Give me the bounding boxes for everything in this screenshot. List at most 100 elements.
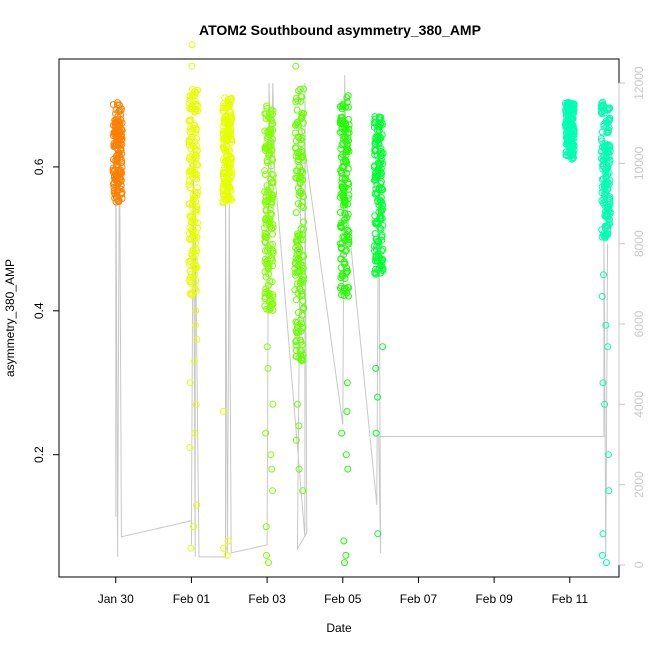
series-group-7 [561, 98, 578, 163]
data-point [371, 145, 379, 153]
data-point [291, 259, 299, 267]
data-point [185, 141, 193, 149]
data-point [295, 87, 303, 95]
data-point [379, 343, 387, 351]
data-point [341, 209, 349, 217]
data-point [188, 290, 196, 298]
data-point [192, 239, 200, 247]
data-point [187, 145, 195, 153]
data-point [337, 167, 345, 174]
data-point [602, 146, 610, 154]
data-point [263, 182, 271, 190]
data-point [190, 236, 198, 243]
data-point [342, 157, 350, 165]
data-point [341, 559, 348, 567]
data-point [226, 101, 234, 109]
data-point [602, 231, 610, 239]
data-point [227, 111, 235, 119]
data-point [337, 145, 345, 153]
data-point [338, 175, 346, 182]
data-point [337, 244, 345, 251]
data-point [298, 93, 305, 101]
data-point [191, 256, 199, 264]
data-point [372, 219, 380, 227]
data-point [115, 101, 123, 109]
data-point [299, 152, 307, 160]
series-group-1 [185, 41, 202, 552]
data-point [189, 143, 197, 151]
data-point [597, 155, 605, 163]
data-point [343, 379, 351, 387]
data-point [193, 501, 201, 509]
data-point [298, 311, 306, 319]
data-point [269, 224, 277, 232]
data-point [185, 200, 193, 208]
data-point [378, 233, 386, 241]
data-point [191, 91, 198, 99]
data-point [269, 230, 277, 238]
data-point [378, 198, 386, 206]
data-point [185, 177, 193, 185]
data-point [186, 379, 194, 387]
data-point [566, 142, 574, 150]
data-point [569, 150, 577, 158]
data-point [602, 143, 610, 150]
y-tick-label: 0.4 [32, 302, 46, 319]
data-point [266, 241, 274, 249]
data-point [345, 121, 353, 129]
data-point [264, 364, 272, 372]
x-axis: Jan 30 Feb 01 Feb 03 Feb 05 Feb 07 Feb 09 Feb … [98, 576, 588, 606]
data-point [186, 96, 194, 104]
data-point [598, 189, 606, 197]
data-point [227, 169, 235, 177]
data-point [191, 88, 199, 96]
data-point [189, 196, 197, 204]
y-axis: 0.2 0.4 0.6 [32, 158, 60, 463]
data-point [568, 116, 575, 124]
x-tick-label: Feb 05 [324, 592, 362, 606]
data-point [336, 103, 344, 110]
data-point [372, 119, 379, 127]
data-point [191, 281, 199, 289]
data-point [187, 270, 195, 278]
data-point [603, 210, 611, 218]
data-point [292, 167, 300, 175]
data-point [261, 188, 269, 196]
data-point [225, 126, 232, 134]
data-point [185, 100, 193, 107]
data-point [606, 147, 614, 155]
x-tick-label: Feb 09 [475, 592, 513, 606]
data-point [568, 99, 576, 107]
data-point [344, 145, 352, 153]
data-point [598, 233, 606, 241]
data-point [223, 112, 231, 120]
data-point [601, 155, 609, 163]
data-point [566, 106, 574, 114]
data-point [192, 400, 200, 408]
data-point [292, 137, 300, 145]
data-point [187, 544, 195, 552]
data-point [269, 262, 277, 270]
data-point [604, 179, 612, 187]
data-point [187, 236, 195, 244]
data-point [602, 190, 609, 198]
data-point [221, 117, 229, 125]
data-point [298, 113, 306, 121]
data-point [292, 237, 300, 245]
data-point [606, 116, 613, 124]
data-point [193, 146, 201, 154]
data-point [343, 268, 351, 276]
data-point [297, 97, 305, 105]
data-point [268, 255, 276, 262]
data-point [601, 189, 609, 197]
data-point [603, 129, 611, 137]
data-point [339, 139, 347, 147]
data-point [114, 113, 122, 121]
y-tick-label: 0.6 [32, 158, 46, 175]
data-point [264, 263, 272, 271]
data-point [299, 279, 307, 287]
data-point [605, 197, 613, 204]
data-point [344, 210, 352, 218]
data-point [298, 202, 305, 210]
